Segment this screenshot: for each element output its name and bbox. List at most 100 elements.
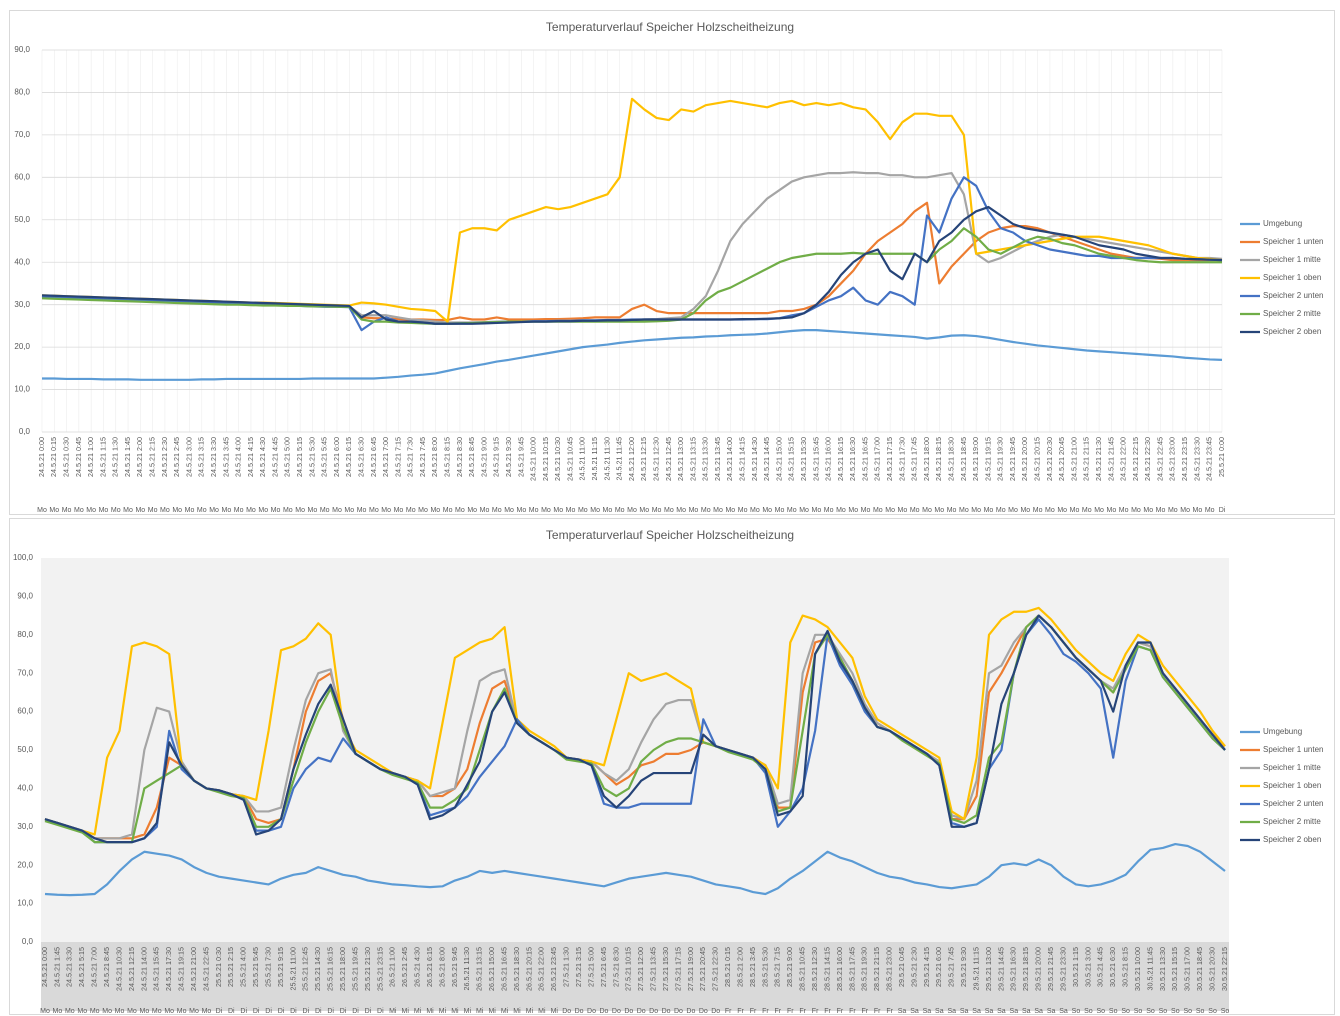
weekday-label: Mo — [934, 507, 944, 514]
x-tick-label: 28.5.21 7:15 — [773, 947, 782, 987]
x-tick-label: 24.5.21 8:45 — [467, 437, 476, 477]
weekday-label: Fr — [849, 1008, 856, 1015]
weekday-label: Mo — [1180, 507, 1190, 514]
weekday-label: Mo — [406, 507, 416, 514]
x-tick-label: 24.5.21 7:30 — [406, 437, 415, 477]
x-tick-label: 24.5.21 11:15 — [590, 437, 599, 480]
x-tick-label: 24.5.21 22:45 — [1155, 437, 1164, 481]
x-tick-label: 27.5.21 6:45 — [599, 947, 608, 987]
x-tick-label: 25.5.21 0:30 — [214, 947, 223, 987]
x-tick-label: 24.5.21 19:30 — [996, 437, 1005, 481]
weekday-label: Fr — [750, 1008, 757, 1015]
y-tick-label: 90,0 — [17, 592, 33, 601]
weekday-label: Do — [575, 1008, 584, 1015]
x-tick-label: 24.5.21 17:30 — [164, 947, 173, 991]
x-tick-label: 28.5.21 2:00 — [735, 947, 744, 987]
x-tick-label: 24.5.21 14:30 — [750, 437, 759, 481]
weekday-label: Mo — [394, 507, 404, 514]
x-tick-label: 24.5.21 19:15 — [177, 947, 186, 991]
weekday-label: Mo — [959, 507, 969, 514]
weekday-label: Di — [377, 1008, 384, 1015]
x-tick-label: 27.5.21 10:15 — [624, 947, 633, 991]
x-tick-label: 25.5.21 23:15 — [375, 947, 384, 991]
x-tick-label: 24.5.21 17:30 — [897, 437, 906, 481]
weekday-label: Di — [327, 1008, 334, 1015]
weekday-label: Sa — [923, 1008, 932, 1015]
y-tick-label: 10,0 — [14, 385, 30, 394]
x-tick-label: 24.5.21 11:45 — [615, 437, 624, 480]
weekday-label: So — [1084, 1008, 1093, 1015]
weekday-label: Do — [587, 1008, 596, 1015]
x-tick-label: 24.5.21 16:15 — [836, 437, 845, 481]
legend-label: Speicher 2 unten — [1263, 291, 1324, 300]
weekday-label: Mo — [115, 1008, 125, 1015]
weekday-label: Mo — [713, 507, 723, 514]
weekday-label: Mo — [578, 507, 588, 514]
y-tick-label: 0,0 — [19, 427, 31, 436]
x-tick-label: 24.5.21 14:00 — [139, 947, 148, 991]
weekday-label: Mo — [1205, 507, 1215, 514]
weekday-label: Sa — [960, 1008, 969, 1015]
weekday-label: Mo — [332, 507, 342, 514]
weekday-label: Do — [662, 1008, 671, 1015]
weekday-label: Di — [290, 1008, 297, 1015]
weekday-label: Mo — [971, 507, 981, 514]
x-tick-label: 24.5.21 13:15 — [688, 437, 697, 481]
x-tick-label: 24.5.21 19:45 — [1008, 437, 1017, 481]
x-tick-label: 24.5.21 23:00 — [1168, 437, 1177, 481]
weekday-label: Mo — [1131, 507, 1141, 514]
weekday-label: Mo — [799, 507, 809, 514]
y-tick-label: 60,0 — [14, 172, 30, 181]
weekday-label: Mo — [910, 507, 920, 514]
chart-title: Temperaturverlauf Speicher Holzscheithei… — [546, 528, 794, 542]
x-tick-label: 25.5.21 2:15 — [226, 947, 235, 987]
x-tick-label: 25.5.21 16:15 — [326, 947, 335, 991]
weekday-label: Do — [637, 1008, 646, 1015]
weekday-label: Mo — [140, 1008, 150, 1015]
weekday-label: Sa — [1034, 1008, 1043, 1015]
x-tick-label: 24.5.21 21:00 — [1069, 437, 1078, 481]
x-tick-label: 25.5.21 12:45 — [301, 947, 310, 991]
weekday-label: Mo — [639, 507, 649, 514]
x-tick-label: 24.5.21 15:15 — [787, 437, 796, 481]
weekday-label: Mo — [553, 507, 563, 514]
x-tick-label: 27.5.21 17:15 — [673, 947, 682, 991]
x-tick-label: 24.5.21 9:30 — [504, 437, 513, 477]
x-tick-label: 24.5.21 2:00 — [135, 437, 144, 477]
weekday-label: Mo — [947, 507, 957, 514]
x-tick-label: 29.5.21 23:30 — [1058, 947, 1067, 991]
x-tick-label: 24.5.21 18:45 — [959, 437, 968, 481]
weekday-label: Mo — [984, 507, 994, 514]
x-tick-label: 24.5.21 8:45 — [102, 947, 111, 987]
weekday-label: Mi — [451, 1008, 459, 1015]
x-tick-label: 25.5.21 21:30 — [363, 947, 372, 991]
x-tick-label: 26.5.21 8:00 — [437, 947, 446, 987]
weekday-label: Mo — [762, 507, 772, 514]
x-tick-label: 24.5.21 15:30 — [799, 437, 808, 481]
x-tick-label: 24.5.21 1:45 — [123, 437, 132, 477]
x-tick-label: 26.5.21 2:45 — [400, 947, 409, 987]
x-tick-label: 24.5.21 21:00 — [189, 947, 198, 991]
y-tick-label: 0,0 — [22, 937, 34, 946]
x-tick-label: 24.5.21 4:15 — [246, 437, 255, 477]
x-tick-label: 24.5.21 17:00 — [873, 437, 882, 481]
weekday-label: Sa — [1010, 1008, 1019, 1015]
x-tick-label: 24.5.21 8:30 — [455, 437, 464, 477]
x-tick-label: 24.5.21 16:45 — [860, 437, 869, 481]
x-tick-label: 29.5.21 14:45 — [996, 947, 1005, 991]
weekday-label: Sa — [1059, 1008, 1068, 1015]
weekday-label: Mo — [1045, 507, 1055, 514]
weekday-label: Mo — [492, 507, 502, 514]
weekday-label: Mo — [111, 507, 121, 514]
x-tick-label: 24.5.21 21:30 — [1094, 437, 1103, 481]
weekday-label: Fr — [874, 1008, 881, 1015]
weekday-label: Mo — [271, 507, 281, 514]
x-tick-label: 24.5.21 7:00 — [90, 947, 99, 987]
weekday-label: Mo — [99, 507, 109, 514]
x-tick-label: 30.5.21 6:30 — [1108, 947, 1117, 987]
series-line — [41, 205, 1223, 325]
weekday-label: Sa — [997, 1008, 1006, 1015]
x-tick-label: 24.5.21 4:00 — [234, 437, 243, 477]
